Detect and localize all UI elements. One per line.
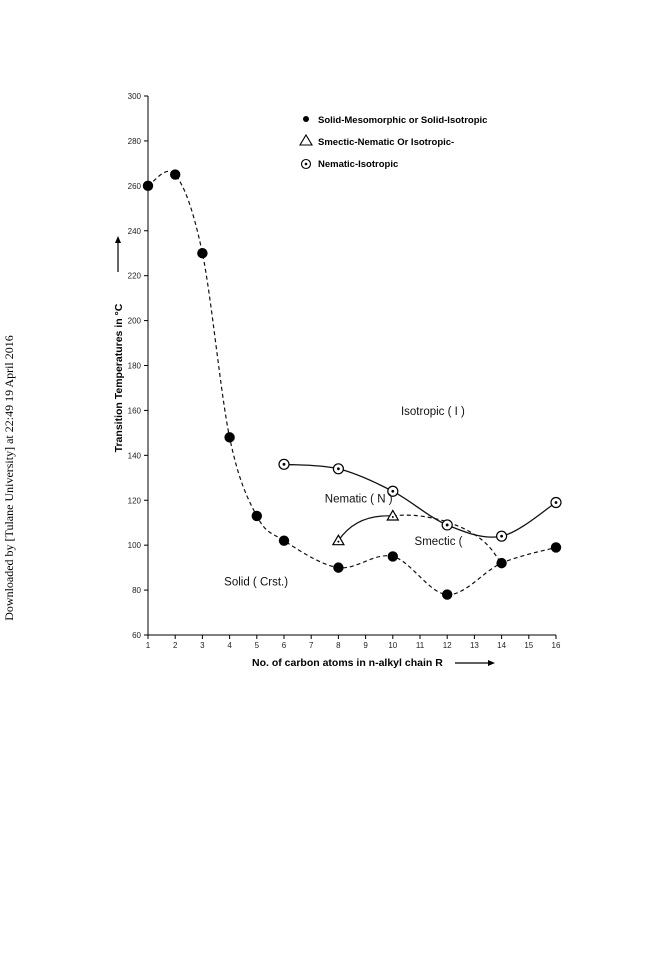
x-tick-label: 14 bbox=[497, 641, 506, 650]
solid-transition-point bbox=[496, 557, 507, 569]
smectic-nematic-point-dot bbox=[337, 540, 340, 543]
legend-dotted-circle-dot bbox=[304, 162, 308, 166]
nematic-isotropic-point-dot bbox=[337, 467, 340, 471]
y-tick-label: 120 bbox=[128, 496, 142, 505]
y-tick-label: 260 bbox=[128, 182, 142, 191]
series-curves bbox=[147, 170, 557, 596]
x-tick-label: 11 bbox=[416, 641, 425, 650]
series-markers bbox=[142, 169, 562, 600]
region-labels: Isotropic ( I ) Nematic ( N ) Smectic ( Sol… bbox=[224, 406, 465, 589]
solid-transition-point bbox=[333, 562, 344, 573]
legend-filled-circle-marker bbox=[303, 116, 309, 122]
x-tick-label: 2 bbox=[173, 641, 178, 650]
legend: Solid-Mesomorphic or Solid-Isotropic Smec… bbox=[299, 115, 487, 170]
solid-transition-point bbox=[278, 535, 290, 546]
solid-transition-point bbox=[224, 432, 235, 443]
x-tick-label: 13 bbox=[470, 641, 479, 650]
x-axis-arrow-head bbox=[488, 660, 495, 666]
smectic-nematic-point bbox=[331, 533, 345, 546]
legend-label-nematic: Nematic-Isotropic bbox=[318, 159, 398, 170]
y-tick-label: 300 bbox=[128, 92, 142, 101]
y-tick-label: 140 bbox=[128, 451, 142, 460]
legend-triangle-marker bbox=[299, 133, 313, 146]
solid-transition-point bbox=[170, 169, 181, 180]
nematic-isotropic-point-dot bbox=[282, 462, 286, 466]
x-tick-label: 5 bbox=[255, 641, 260, 650]
solid-transition-point bbox=[387, 551, 398, 562]
x-tick-label: 16 bbox=[552, 641, 561, 650]
y-tick-label: 100 bbox=[128, 541, 142, 550]
smectic-nematic-point-dot bbox=[391, 515, 394, 518]
nematic-isotropic-point-dot bbox=[500, 534, 503, 538]
x-tick-label: 7 bbox=[309, 641, 314, 650]
x-tick-label: 9 bbox=[363, 641, 368, 650]
y-tick-label: 200 bbox=[128, 317, 142, 326]
smectic-extension-curve bbox=[392, 514, 503, 564]
solid-transition-point bbox=[251, 510, 262, 522]
x-tick-label: 1 bbox=[146, 641, 151, 650]
x-tick-label: 3 bbox=[200, 641, 205, 650]
y-axis-arrow-head bbox=[115, 236, 121, 243]
x-tick-label: 4 bbox=[227, 641, 232, 650]
region-label: Solid ( Crst.) bbox=[224, 577, 288, 589]
y-tick-label: 180 bbox=[128, 362, 142, 371]
solid-transition-point bbox=[442, 589, 453, 600]
y-tick-label: 280 bbox=[128, 137, 142, 146]
x-tick-label: 15 bbox=[524, 641, 533, 650]
legend-label-smectic: Smectic-Nematic Or Isotropic- bbox=[318, 137, 454, 148]
x-axis-title: No. of carbon atoms in n-alkyl chain R bbox=[252, 657, 443, 669]
x-tick-label: 8 bbox=[336, 641, 341, 650]
y-tick-label: 220 bbox=[128, 272, 142, 281]
smectic-nematic-point bbox=[386, 509, 400, 521]
y-tick-label: 240 bbox=[128, 227, 142, 236]
x-tick-label: 10 bbox=[388, 641, 397, 650]
region-label: Smectic ( bbox=[415, 536, 463, 548]
solid-transition-curve bbox=[147, 170, 557, 596]
x-tick-label: 6 bbox=[282, 641, 287, 650]
y-axis-title: Transition Temperatures in °C bbox=[113, 303, 125, 452]
x-tick-label: 12 bbox=[443, 641, 452, 650]
smectic-nematic-curve bbox=[337, 515, 393, 542]
nematic-isotropic-point-dot bbox=[445, 523, 449, 527]
y-tick-label: 60 bbox=[132, 631, 141, 640]
y-tick-label: 80 bbox=[132, 586, 141, 595]
solid-transition-point bbox=[197, 248, 208, 259]
region-label: Isotropic ( I ) bbox=[401, 406, 465, 418]
solid-transition-point bbox=[550, 542, 562, 553]
legend-label-solid: Solid-Mesomorphic or Solid-Isotropic bbox=[318, 115, 487, 126]
nematic-isotropic-point-dot bbox=[391, 489, 395, 493]
region-label: Nematic ( N ) bbox=[325, 493, 393, 505]
nematic-isotropic-point-dot bbox=[554, 501, 558, 504]
y-tick-label: 160 bbox=[128, 406, 142, 415]
solid-transition-point bbox=[142, 180, 154, 192]
